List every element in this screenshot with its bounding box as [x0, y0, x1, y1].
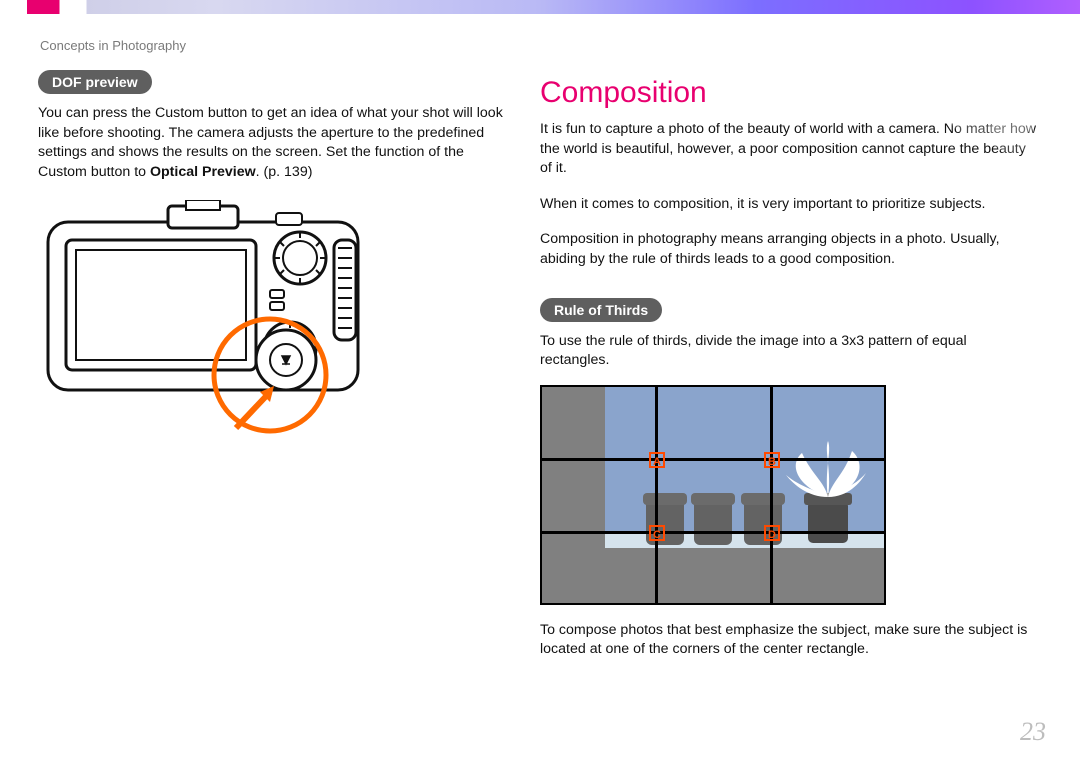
marker-b: B — [764, 452, 780, 468]
rule-of-thirds-figure: A B C D — [540, 385, 886, 605]
dof-text-after: . (p. 139) — [256, 164, 313, 180]
figure-gridline-h2 — [542, 531, 884, 534]
page-number: 23 — [1020, 717, 1046, 747]
marker-d: D — [764, 525, 780, 541]
rule-of-thirds-intro: To use the rule of thirds, divide the im… — [540, 332, 1040, 371]
camera-illustration — [38, 200, 468, 460]
figure-pot — [694, 501, 732, 545]
marker-a: A — [649, 452, 665, 468]
left-column: DOF preview You can press the Custom but… — [38, 70, 508, 460]
breadcrumb: Concepts in Photography — [40, 38, 186, 53]
right-column: Composition It is fun to capture a photo… — [540, 70, 1040, 660]
figure-gridline-v1 — [655, 387, 658, 603]
top-gradient-bar — [0, 0, 1080, 14]
figure-gridline-v2 — [770, 387, 773, 603]
composition-p1: It is fun to capture a photo of the beau… — [540, 120, 1040, 179]
rule-of-thirds-outro: To compose photos that best emphasize th… — [540, 621, 1040, 660]
dof-preview-pill: DOF preview — [38, 70, 152, 94]
marker-c: C — [649, 525, 665, 541]
rule-of-thirds-pill: Rule of Thirds — [540, 298, 662, 322]
figure-ledge-below — [605, 548, 884, 603]
figure-gridline-h1 — [542, 458, 884, 461]
figure-wall — [542, 387, 605, 603]
composition-p3: Composition in photography means arrangi… — [540, 230, 1040, 269]
composition-heading: Composition — [540, 76, 1040, 110]
dof-text-bold: Optical Preview — [150, 164, 256, 180]
figure-plant — [778, 435, 868, 545]
composition-p2: When it comes to composition, it is very… — [540, 195, 1040, 215]
bokeh-circle — [950, 22, 986, 58]
dof-preview-paragraph: You can press the Custom button to get a… — [38, 104, 508, 182]
